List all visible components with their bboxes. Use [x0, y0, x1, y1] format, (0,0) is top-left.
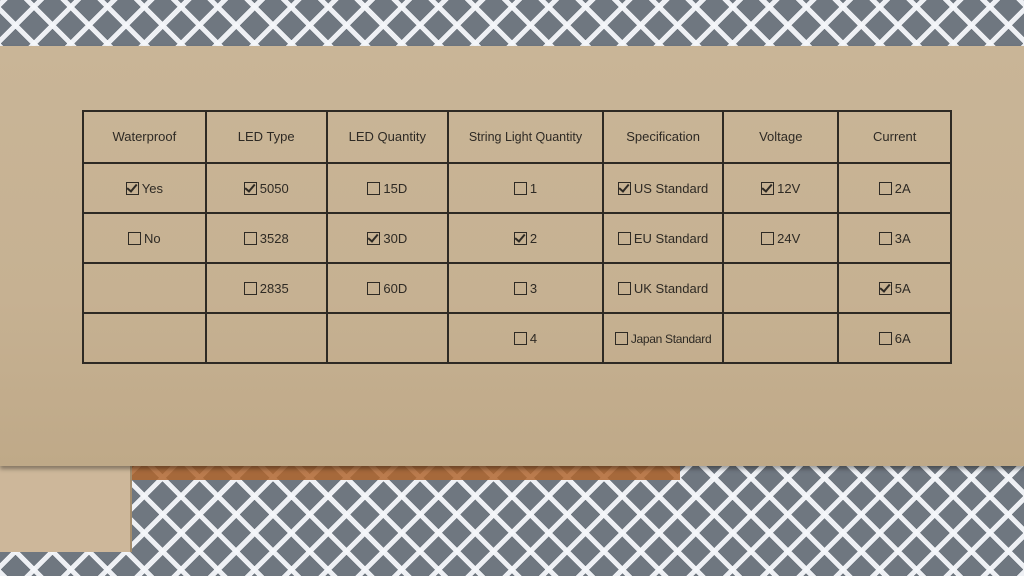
- checkbox-icon: [614, 331, 628, 345]
- table-cell: No: [82, 212, 207, 264]
- option-label: 2: [529, 230, 538, 246]
- checkbox-icon: [367, 181, 381, 195]
- orange-strip: [120, 466, 680, 480]
- checkbox-icon: [761, 231, 775, 245]
- option-label: UK Standard: [633, 280, 709, 296]
- option-label: 15D: [383, 180, 408, 196]
- checked-checkbox-icon: [761, 181, 775, 195]
- checkbox-icon: [513, 281, 527, 295]
- column-header: String Light Quantity: [446, 110, 605, 164]
- cardboard-box-side: [0, 466, 132, 552]
- column-header: LED Type: [204, 110, 328, 164]
- option-label: 3A: [894, 230, 911, 246]
- table-cell: 5A: [837, 262, 952, 314]
- table-cell: 3: [446, 262, 605, 314]
- table-cell: 3A: [837, 212, 952, 264]
- table-row: No 3528 30D 2 EU Standard 24V 3A: [82, 212, 952, 264]
- table-cell: [325, 312, 449, 364]
- option-label: 24V: [777, 230, 801, 246]
- option-label: 30D: [383, 230, 408, 246]
- table-cell: 4: [446, 312, 605, 364]
- option-label: 3528: [259, 230, 289, 246]
- option-label: 5A: [894, 280, 911, 296]
- option-label: 3: [529, 280, 538, 296]
- option-label: 5050: [259, 180, 289, 196]
- checkbox-icon: [878, 181, 892, 195]
- table-cell: 1: [446, 162, 605, 214]
- table-cell: UK Standard: [602, 262, 725, 314]
- table-cell: 30D: [325, 212, 449, 264]
- column-header: Current: [837, 110, 952, 164]
- option-label: 2A: [894, 180, 911, 196]
- option-label: 12V: [777, 180, 801, 196]
- table-cell: 12V: [722, 162, 840, 214]
- option-label: Yes: [141, 180, 163, 196]
- checkbox-icon: [513, 331, 527, 345]
- table-cell: 60D: [325, 262, 449, 314]
- table-cell: [82, 312, 207, 364]
- checkbox-icon: [367, 281, 381, 295]
- table-cell: Yes: [82, 162, 207, 214]
- checked-checkbox-icon: [125, 181, 139, 195]
- checked-checkbox-icon: [878, 281, 892, 295]
- option-label: 60D: [383, 280, 408, 296]
- option-label: Japan Standard: [630, 331, 712, 346]
- checkbox-icon: [617, 281, 631, 295]
- checked-checkbox-icon: [243, 181, 257, 195]
- table-cell: [722, 262, 840, 314]
- column-header: Specification: [602, 110, 725, 164]
- checkbox-icon: [878, 231, 892, 245]
- checkbox-icon: [243, 231, 257, 245]
- spec-table: Waterproof LED Type LED Quantity String Lig…: [82, 110, 952, 364]
- column-header: Waterproof: [82, 110, 207, 164]
- option-label: EU Standard: [633, 230, 709, 246]
- table-cell: US Standard: [602, 162, 725, 214]
- table-cell: [204, 312, 328, 364]
- table-cell: [82, 262, 207, 314]
- checked-checkbox-icon: [617, 181, 631, 195]
- table-cell: [722, 312, 840, 364]
- option-label: US Standard: [633, 180, 709, 196]
- checkbox-icon: [513, 181, 527, 195]
- checkbox-icon: [878, 331, 892, 345]
- table-cell: 2A: [837, 162, 952, 214]
- checkbox-icon: [617, 231, 631, 245]
- table-cell: 3528: [204, 212, 328, 264]
- wire-mesh-background: [0, 462, 1024, 576]
- table-cell: 5050: [204, 162, 328, 214]
- table-cell: 24V: [722, 212, 840, 264]
- table-cell: EU Standard: [602, 212, 725, 264]
- checkbox-icon: [243, 281, 257, 295]
- table-row: 4 Japan Standard 6A: [82, 312, 952, 364]
- column-header: LED Quantity: [325, 110, 449, 164]
- table-row: Yes 5050 15D 1 US Standard 12V 2A: [82, 162, 952, 214]
- option-label: 4: [529, 330, 538, 346]
- option-label: 1: [529, 180, 538, 196]
- checked-checkbox-icon: [513, 231, 527, 245]
- option-label: 6A: [894, 330, 911, 346]
- wire-mesh-background: [0, 0, 1024, 50]
- table-row: 2835 60D 3 UK Standard 5A: [82, 262, 952, 314]
- option-label: 2835: [259, 280, 289, 296]
- table-cell: Japan Standard: [602, 312, 725, 364]
- table-cell: 2: [446, 212, 605, 264]
- option-label: No: [144, 230, 161, 246]
- column-header: Voltage: [722, 110, 840, 164]
- table-cell: 6A: [837, 312, 952, 364]
- table-cell: 2835: [204, 262, 328, 314]
- checked-checkbox-icon: [367, 231, 381, 245]
- checkbox-icon: [128, 231, 142, 245]
- table-cell: 15D: [325, 162, 449, 214]
